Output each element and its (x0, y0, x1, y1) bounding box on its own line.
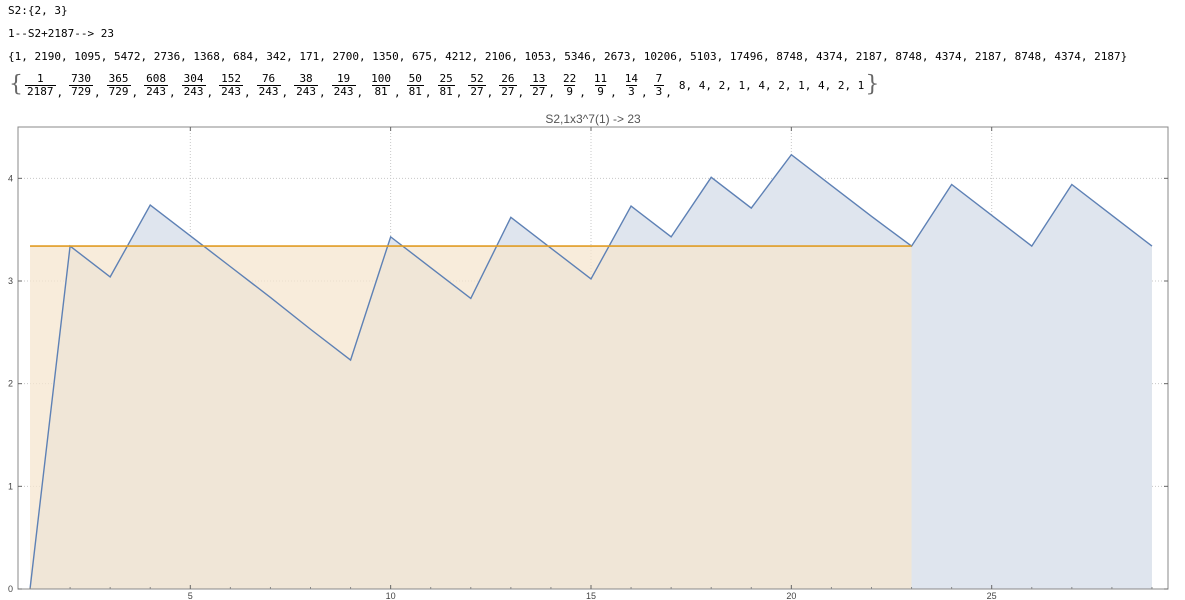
fraction-separator: , (206, 86, 214, 99)
fraction: 25 81 (437, 71, 455, 98)
fraction-separator: , (579, 86, 586, 99)
x-tick-label: 25 (987, 591, 997, 600)
fraction-denominator: 81 (406, 84, 424, 98)
fraction-numerator: 76 (261, 71, 276, 85)
fraction: 76 243 (256, 71, 281, 98)
chart-title: S2,1x3^7(1) -> 23 (545, 112, 641, 126)
fraction-numerator: 152 (221, 71, 241, 85)
fraction-numerator: 1 (36, 71, 44, 85)
fraction-tail: 8, 4, 2, 1, 4, 2, 1, 4, 2, 1 (678, 78, 865, 92)
fraction-separator: , (548, 86, 555, 99)
fraction-denominator: 81 (372, 84, 390, 98)
fraction-numerator: 304 (183, 71, 204, 85)
fraction-numerator: 100 (371, 71, 391, 85)
y-tick-label: 2 (8, 379, 13, 389)
open-brace: { (9, 72, 23, 97)
fraction-denominator: 81 (437, 84, 455, 98)
plot-frame (17, 126, 1169, 590)
fraction-numerator: 730 (71, 71, 91, 85)
fraction: 50 81 (406, 71, 424, 98)
y-tick-label: 0 (8, 584, 13, 594)
fraction-separator: , (394, 86, 401, 99)
fraction-denominator: 243 (294, 84, 318, 98)
fraction: 13 27 (530, 71, 548, 98)
fraction-denominator: 27 (530, 84, 548, 98)
fraction: 11 9 (592, 73, 609, 97)
s2-set-line: S2:{2, 3} (8, 4, 68, 17)
fraction-separator: , (424, 86, 432, 99)
fraction-denominator: 9 (595, 84, 606, 98)
fraction-denominator: 243 (256, 84, 281, 98)
fraction-separator: , (281, 86, 289, 99)
fraction-denominator: 243 (331, 84, 356, 98)
area-chart: S2,1x3^7(1) -> 23 5 10 15 20 25 0 1 2 3 4 (8, 112, 1169, 600)
fraction-denominator: 243 (219, 84, 243, 98)
fraction: 14 3 (623, 73, 640, 97)
fraction: 365 729 (106, 71, 131, 98)
fraction-denominator: 729 (106, 84, 131, 98)
fraction-numerator: 608 (146, 71, 166, 85)
fraction-separator: , (641, 86, 648, 99)
fraction-separator: , (131, 86, 139, 99)
fraction: 19 243 (331, 71, 356, 98)
sequence-summary-line: 1--S2+2187--> 23 (8, 27, 114, 40)
fraction-denominator: 243 (181, 84, 206, 98)
fraction-list: {1 2187, 730 729, 365 729, 608 243, 304 243, 152 24… (8, 68, 880, 102)
fraction-separator: , (56, 86, 64, 99)
series-2-area (30, 246, 912, 590)
fraction: 52 27 (468, 71, 486, 98)
y-tick-label: 1 (8, 481, 13, 491)
fraction-numerator: 7 (655, 71, 663, 85)
fraction-separator: , (486, 86, 494, 99)
fraction-separator: , (319, 86, 326, 99)
fraction-separator: , (94, 86, 101, 99)
x-tick-label: 20 (786, 591, 796, 600)
fraction-separator: , (244, 86, 251, 99)
fraction-numerator: 365 (108, 71, 129, 85)
fraction-separator: , (169, 86, 176, 99)
fraction-numerator: 14 (624, 71, 638, 85)
fraction-denominator: 27 (499, 84, 517, 98)
fraction: 22 9 (561, 73, 578, 97)
y-tick-label: 3 (8, 276, 13, 286)
fraction: 730 729 (69, 73, 93, 97)
fraction-denominator: 3 (653, 84, 665, 98)
fraction-denominator: 27 (468, 84, 486, 98)
fraction-separator: , (665, 86, 672, 99)
fraction-denominator: 3 (626, 84, 637, 98)
fraction: 304 243 (181, 71, 206, 98)
fraction-separator: , (517, 86, 525, 99)
fraction-numerator: 13 (532, 71, 546, 85)
fraction-denominator: 9 (564, 84, 575, 98)
fraction-denominator: 729 (69, 84, 93, 98)
fraction: 1 2187 (25, 73, 56, 97)
y-tick-label: 4 (8, 173, 13, 183)
fraction-numerator: 25 (439, 71, 453, 85)
fraction-numerator: 11 (593, 71, 608, 85)
fraction: 152 243 (219, 73, 243, 97)
fraction-separator: , (610, 86, 617, 99)
fraction: 26 27 (499, 71, 517, 98)
fraction-numerator: 19 (336, 71, 351, 85)
sequence-values-line: {1, 2190, 1095, 5472, 2736, 1368, 684, 3… (8, 50, 1128, 63)
fraction-numerator: 22 (563, 71, 577, 85)
x-tick-label: 10 (386, 591, 396, 600)
x-tick-label: 15 (586, 591, 596, 600)
fraction: 100 81 (369, 73, 393, 97)
fraction-separator: , (356, 86, 364, 99)
fraction-numerator: 38 (299, 71, 313, 85)
fraction-numerator: 26 (501, 71, 515, 85)
close-brace: } (865, 72, 880, 97)
series-1-line (29, 153, 1153, 590)
fraction-numerator: 50 (408, 71, 422, 85)
fraction: 38 243 (294, 73, 318, 97)
x-tick-label: 5 (188, 591, 193, 600)
fraction-separator: , (455, 86, 463, 99)
fraction: 608 243 (144, 73, 168, 97)
fraction-denominator: 2187 (25, 84, 56, 98)
fraction-denominator: 243 (144, 84, 168, 98)
fraction-numerator: 52 (470, 71, 484, 85)
